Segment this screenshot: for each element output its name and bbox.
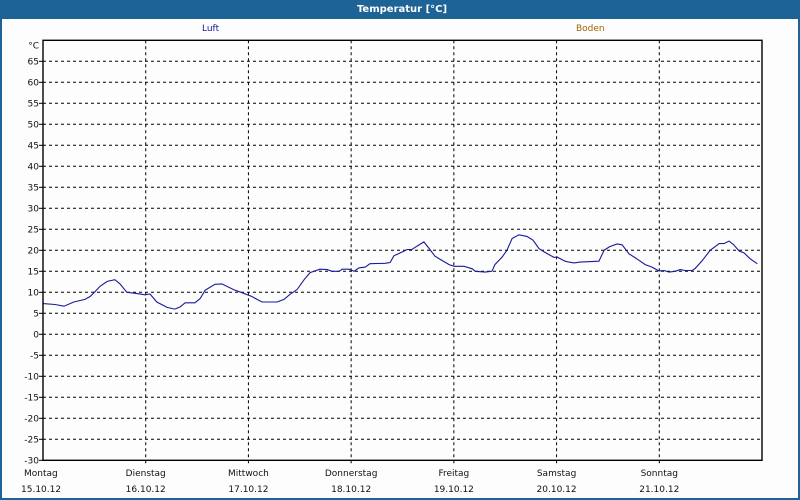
x-day-label: Freitag [438,469,469,479]
x-axis: Montag 15.10.12 Dienstag 16.10.12 Mittwoch 17… [21,469,679,495]
y-tick-label: 5 [33,309,39,319]
y-tick-label: 25 [28,225,39,235]
y-tick-label: 0 [33,330,39,340]
y-tick-label: 20 [28,246,40,256]
y-tick-label: 55 [28,99,39,109]
plot-border [42,39,763,461]
x-day-label: Mittwoch [228,469,269,479]
y-tick-label: -10 [24,372,39,382]
y-tick-label: 35 [28,183,39,193]
chart-title: Temperatur [°C] [2,0,800,19]
x-date-label: 15.10.12 [21,485,61,495]
y-tick-label: 40 [28,162,40,172]
y-tick-label: -5 [30,351,39,361]
x-date-label: 17.10.12 [228,485,268,495]
y-tick-label: -15 [24,393,39,403]
y-tick-label: 15 [28,267,39,277]
y-tick-label: -20 [24,414,39,424]
y-tick-label: 45 [28,141,39,151]
grid-lines [43,40,762,466]
y-tick-label: 30 [28,204,40,214]
y-axis: 65605550454035302520151050-5-10-15-20-25… [24,41,43,466]
y-tick-label: -30 [24,456,39,466]
x-date-label: 16.10.12 [126,485,166,495]
series-line-luft [42,234,758,310]
y-tick-label: -25 [24,435,39,445]
y-tick-label: 60 [28,78,40,88]
legend-luft: Luft [202,24,220,34]
x-day-label: Donnerstag [325,469,378,479]
y-unit-label: °C [28,41,39,51]
x-day-label: Sonntag [641,469,678,479]
x-date-label: 19.10.12 [434,485,474,495]
y-tick-label: 50 [28,120,40,130]
x-day-label: Dienstag [126,469,166,479]
x-day-label: Samstag [537,469,576,479]
y-tick-label: 65 [28,57,39,67]
x-date-label: 21.10.12 [639,485,679,495]
x-day-label: Montag [24,469,58,479]
y-tick-label: 10 [28,288,40,298]
x-date-label: 18.10.12 [331,485,371,495]
x-date-label: 20.10.12 [537,485,577,495]
legend-boden: Boden [576,24,605,34]
